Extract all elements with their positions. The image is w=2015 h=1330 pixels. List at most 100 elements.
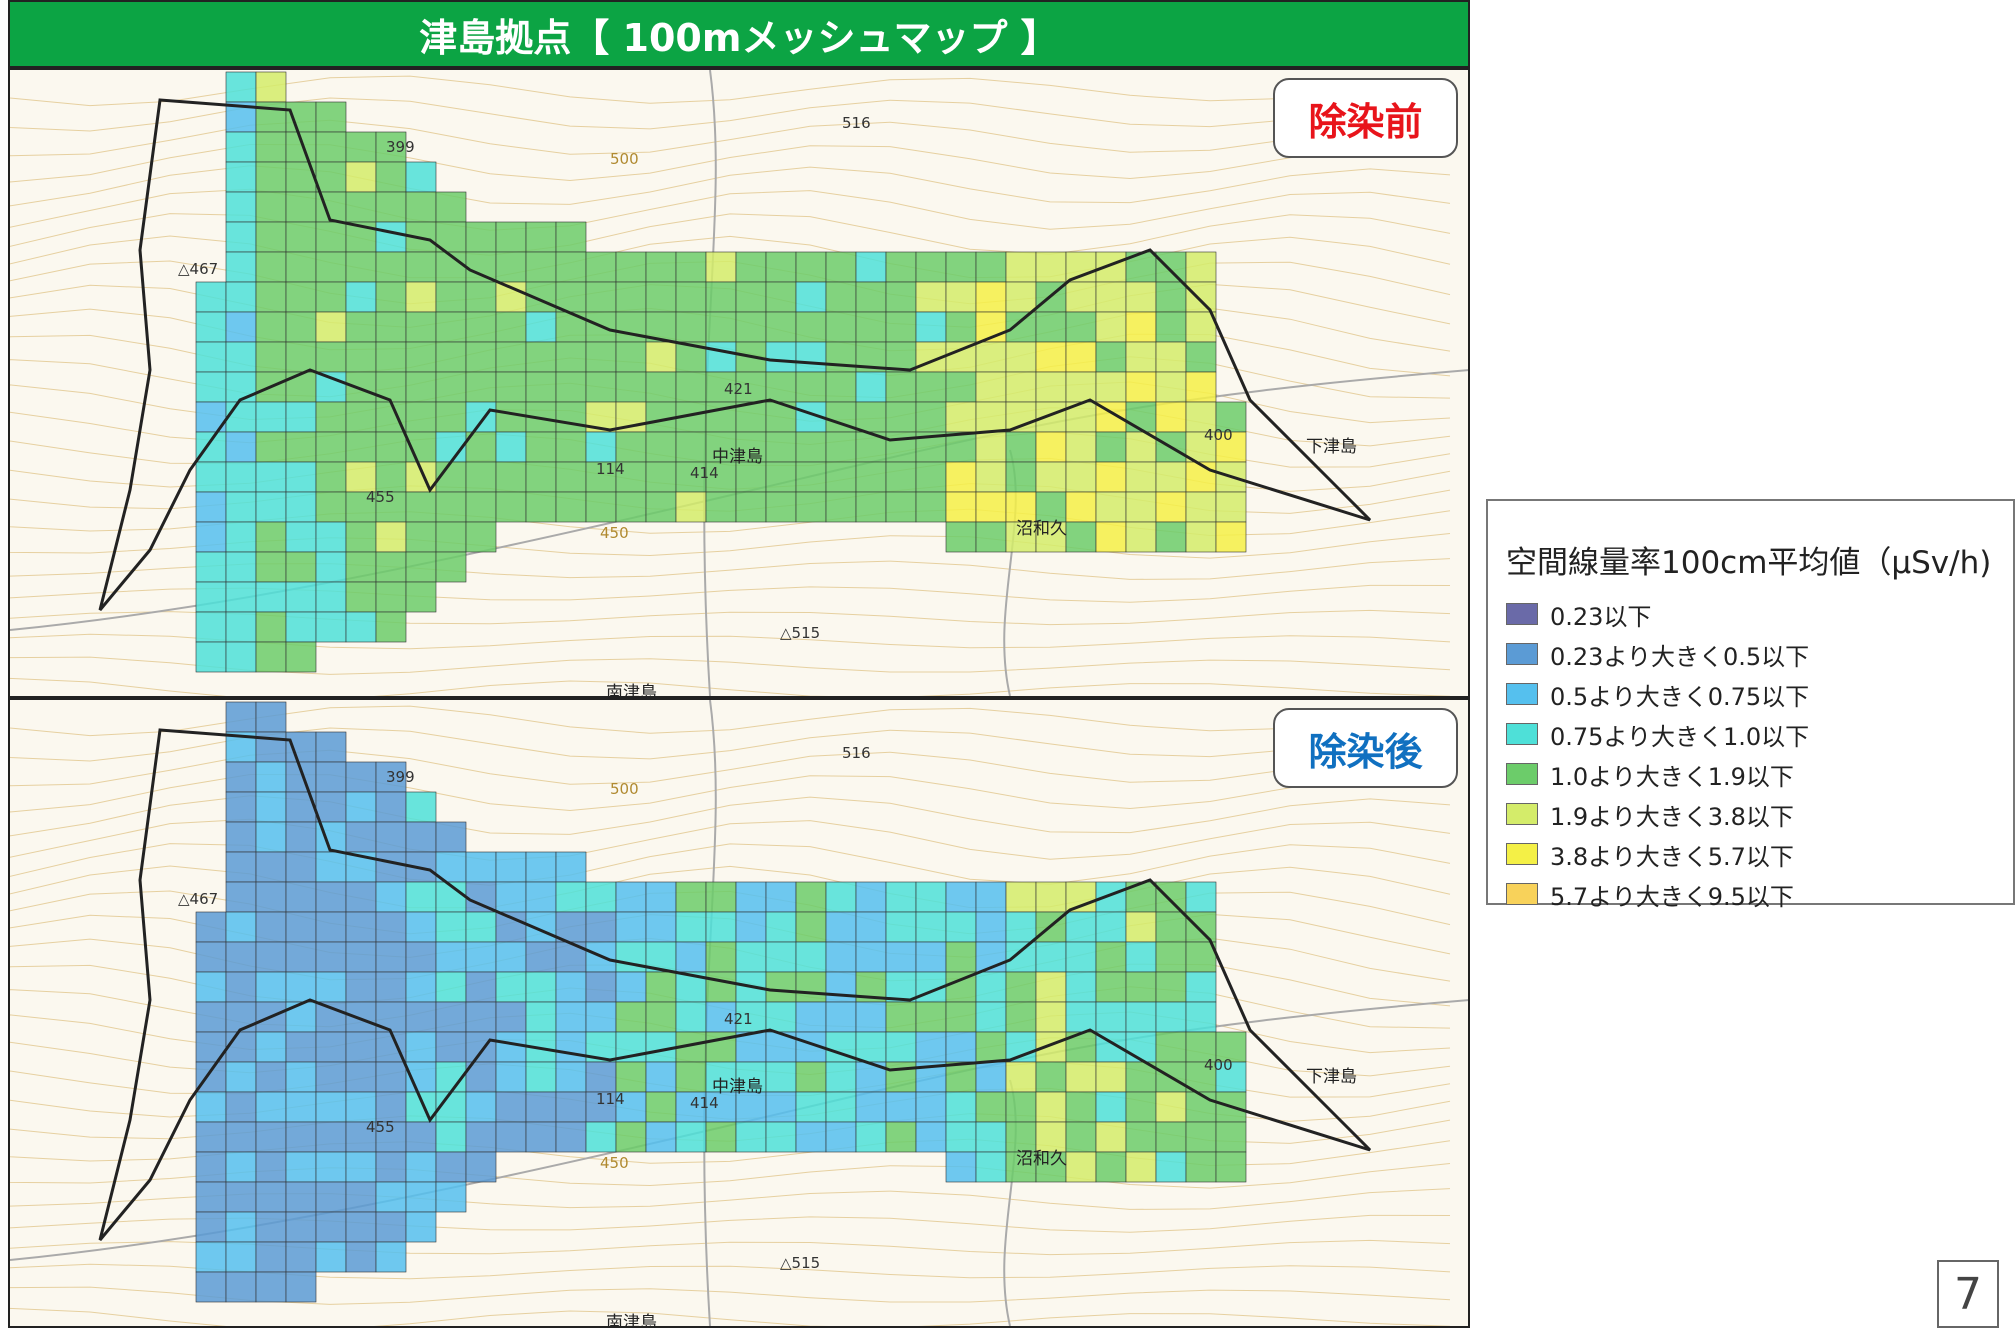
mesh-cell [1095,1151,1127,1183]
mesh-cell [375,221,407,253]
elevation-label: 516 [842,114,871,132]
mesh-cell [735,401,767,433]
mesh-cell [465,491,497,523]
mesh-cell [465,281,497,313]
mesh-cell [795,371,827,403]
mesh-cell [255,221,287,253]
mesh-cell [255,821,287,853]
mesh-cell [315,521,347,553]
mesh-cell [585,1121,617,1153]
mesh-cell [735,371,767,403]
mesh-cell [255,941,287,973]
mesh-cell [195,611,227,643]
mesh-cell [645,971,677,1003]
mesh-cell [1035,1091,1067,1123]
mesh-cell [285,281,317,313]
mesh-cell [885,491,917,523]
mesh-cell [945,521,977,553]
mesh-cell [945,491,977,523]
mesh-cell [1125,281,1157,313]
mesh-cell [1065,971,1097,1003]
legend-item: 0.23より大きく0.5以下 [1506,634,2013,674]
mesh-cell [1155,1031,1187,1063]
mesh-cell [555,281,587,313]
mesh-cell [345,1241,377,1273]
mesh-cell [285,971,317,1003]
mesh-cell [345,1031,377,1063]
mesh-cell [525,1121,557,1153]
mesh-cell [495,461,527,493]
mesh-cell [255,761,287,793]
mesh-cell [225,1091,257,1123]
mesh-cell [1035,941,1067,973]
mesh-cell [465,521,497,553]
mesh-cell [375,161,407,193]
mesh-cell [825,941,857,973]
mesh-cell [675,1121,707,1153]
mesh-cell [405,311,437,343]
mesh-cell [1155,461,1187,493]
mesh-cell [525,881,557,913]
mesh-cell [705,341,737,373]
mesh-cell [435,1181,467,1213]
mesh-cell [495,371,527,403]
mesh-cell [1005,1061,1037,1093]
mesh-cell [465,1091,497,1123]
mesh-cell [1185,1121,1217,1153]
mesh-cell [945,881,977,913]
mesh-cell [735,1031,767,1063]
mesh-cell [855,371,887,403]
mesh-cell [945,1031,977,1063]
mesh-cell [885,461,917,493]
mesh-cell [495,221,527,253]
mesh-cell [615,1091,647,1123]
mesh-cell [225,851,257,883]
legend-swatch [1506,883,1538,905]
mesh-cell [825,311,857,343]
mesh-cell [525,251,557,283]
mesh-cell [285,551,317,583]
contour-line [10,677,1451,696]
mesh-cell [225,701,257,733]
mesh-cell [195,281,227,313]
elevation-label: △467 [178,890,219,908]
mesh-cell [825,1091,857,1123]
place-name-label: 南津島 [606,1313,657,1328]
mesh-cell [1065,521,1097,553]
mesh-cell [495,881,527,913]
mesh-cell [315,401,347,433]
mesh-cell [585,251,617,283]
mesh-cell [1005,1151,1037,1183]
mesh-cell [435,1031,467,1063]
mesh-cell [195,491,227,523]
base-area-boundary [98,728,1372,1241]
contour-line [10,773,1451,813]
mesh-cell [375,581,407,613]
mesh-cell [345,911,377,943]
mesh-cell [225,461,257,493]
mesh-cell [795,971,827,1003]
mesh-cell [855,1121,887,1153]
legend-item: 3.8より大きく5.7以下 [1506,834,2013,874]
mesh-cell [825,1121,857,1153]
mesh-cell [1185,311,1217,343]
mesh-cell [375,911,407,943]
mesh-cell [195,521,227,553]
mesh-cell [255,491,287,523]
mesh-cell [825,341,857,373]
mesh-cell [285,851,317,883]
mesh-cell [975,971,1007,1003]
mesh-cell [1185,1091,1217,1123]
mesh-cell [825,1001,857,1033]
mesh-cell [225,221,257,253]
mesh-cell [555,461,587,493]
mesh-cell [1035,1061,1067,1093]
mesh-cell [765,971,797,1003]
mesh-cell [1005,1031,1037,1063]
mesh-cell [495,1121,527,1153]
mesh-cell [1095,371,1127,403]
place-name-label: 沼和久 [1016,1149,1067,1169]
mesh-cell [1125,401,1157,433]
contour-line [10,584,1451,603]
mesh-cell [975,461,1007,493]
